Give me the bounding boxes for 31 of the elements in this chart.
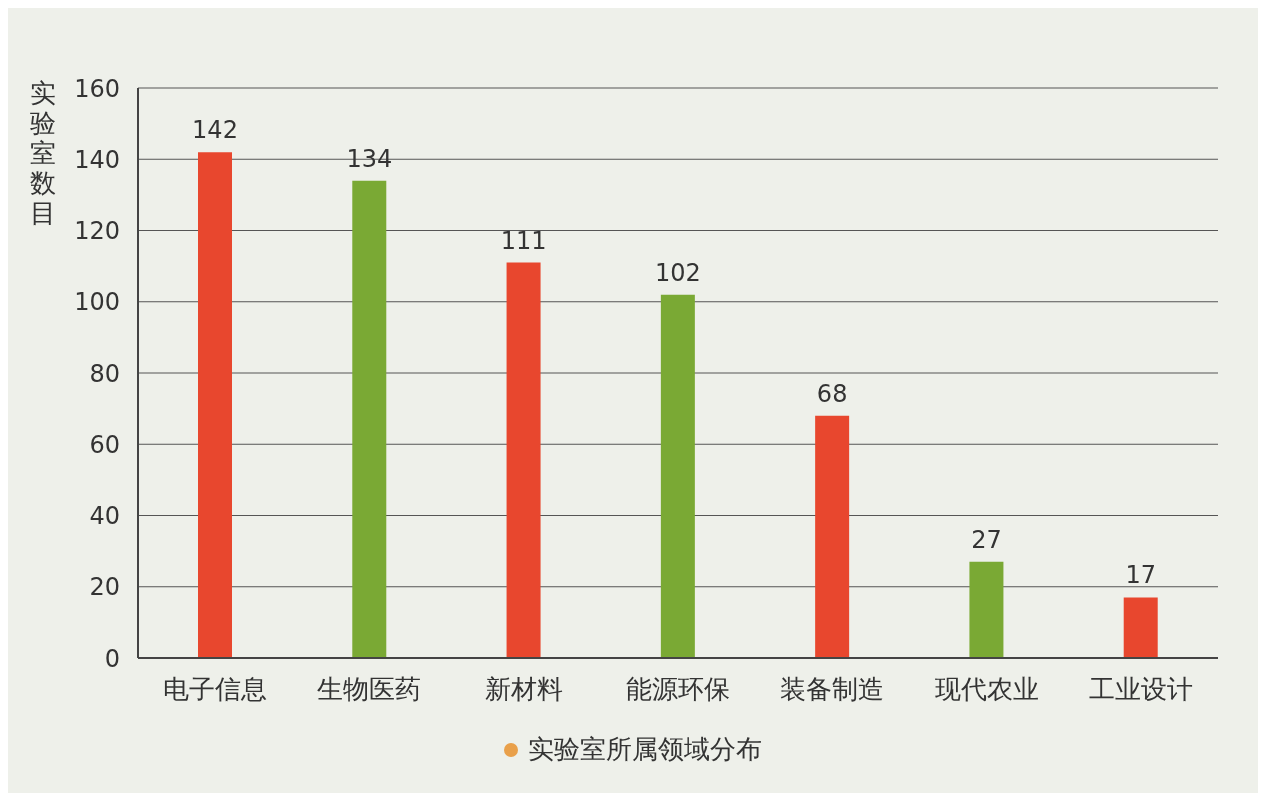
y-tick-label: 160 <box>74 74 120 103</box>
y-tick-label: 20 <box>89 573 120 602</box>
data-label: 27 <box>971 525 1002 554</box>
data-label: 68 <box>816 379 848 408</box>
data-label: 142 <box>192 116 238 145</box>
y-tick-label: 40 <box>89 502 120 531</box>
bar <box>506 262 541 658</box>
data-label: 111 <box>500 226 547 255</box>
data-label: 102 <box>654 258 701 287</box>
bar <box>352 180 387 658</box>
y-tick-label: 120 <box>74 217 120 246</box>
x-tick-label: 新材料 <box>484 674 563 705</box>
bar <box>1123 597 1158 658</box>
y-tick-label: 60 <box>89 430 120 459</box>
x-tick-label: 装备制造 <box>780 674 885 705</box>
data-label: 17 <box>1125 561 1156 590</box>
y-tick-label: 100 <box>74 288 120 317</box>
text: 实验室所属领域分布 <box>528 733 762 766</box>
bar <box>815 415 850 658</box>
x-tick-label: 能源环保 <box>626 674 730 705</box>
y-tick-label: 80 <box>89 359 120 388</box>
x-tick-label: 生物医药 <box>317 674 422 705</box>
x-tick-label: 现代农业 <box>934 674 1039 705</box>
x-tick-label: 工业设计 <box>1088 674 1193 705</box>
y-tick-label: 0 <box>104 644 120 673</box>
x-tick-label: 电子信息 <box>163 674 268 705</box>
y-tick-label: 140 <box>74 145 120 174</box>
y-axis-title: 实验室数目 <box>29 78 57 228</box>
bar <box>660 294 695 658</box>
bar <box>969 561 1004 658</box>
bar <box>198 152 232 658</box>
